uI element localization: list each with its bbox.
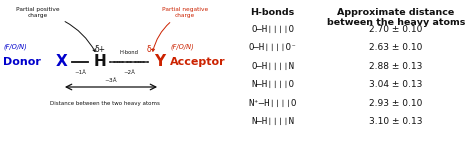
Text: Approximate distance
between the heavy atoms: Approximate distance between the heavy a… xyxy=(327,8,465,27)
Text: ~2Å: ~2Å xyxy=(123,70,135,76)
Text: Partial negative
charge: Partial negative charge xyxy=(152,7,208,51)
Text: 3.04 ± 0.13: 3.04 ± 0.13 xyxy=(369,80,422,89)
Text: 3.10 ± 0.13: 3.10 ± 0.13 xyxy=(369,117,422,126)
Text: Donor: Donor xyxy=(3,57,41,67)
Text: N⁺—H❘❘❘❘O: N⁺—H❘❘❘❘O xyxy=(248,99,297,108)
Text: X: X xyxy=(56,55,68,69)
Text: H-bond: H-bond xyxy=(119,50,138,56)
Text: H: H xyxy=(94,55,106,69)
Text: O—H❘❘❘❘N: O—H❘❘❘❘N xyxy=(251,62,294,71)
Text: (F/O/N): (F/O/N) xyxy=(3,44,27,50)
Text: δ+: δ+ xyxy=(94,45,106,54)
Text: Acceptor: Acceptor xyxy=(170,57,226,67)
Text: N—H❘❘❘❘N: N—H❘❘❘❘N xyxy=(251,117,294,126)
Text: O—H❘❘❘❘O: O—H❘❘❘❘O xyxy=(251,25,294,33)
Text: (F/O/N): (F/O/N) xyxy=(170,44,194,50)
Text: 2.70 ± 0.10: 2.70 ± 0.10 xyxy=(369,25,422,33)
Text: Y: Y xyxy=(155,55,165,69)
Text: O—H❘❘❘❘O⁻: O—H❘❘❘❘O⁻ xyxy=(248,43,297,52)
Text: H-bonds: H-bonds xyxy=(250,8,295,17)
Text: ~3Å: ~3Å xyxy=(105,78,117,84)
Text: Partial positive
charge: Partial positive charge xyxy=(16,7,95,52)
Text: δ-: δ- xyxy=(146,45,154,54)
Text: 2.93 ± 0.10: 2.93 ± 0.10 xyxy=(369,99,422,108)
Text: ~1Å: ~1Å xyxy=(74,70,86,76)
Text: Distance between the two heavy atoms: Distance between the two heavy atoms xyxy=(50,100,160,106)
Text: 2.63 ± 0.10: 2.63 ± 0.10 xyxy=(369,43,422,52)
Text: 2.88 ± 0.13: 2.88 ± 0.13 xyxy=(369,62,422,71)
Text: N—H❘❘❘❘O: N—H❘❘❘❘O xyxy=(251,80,294,89)
